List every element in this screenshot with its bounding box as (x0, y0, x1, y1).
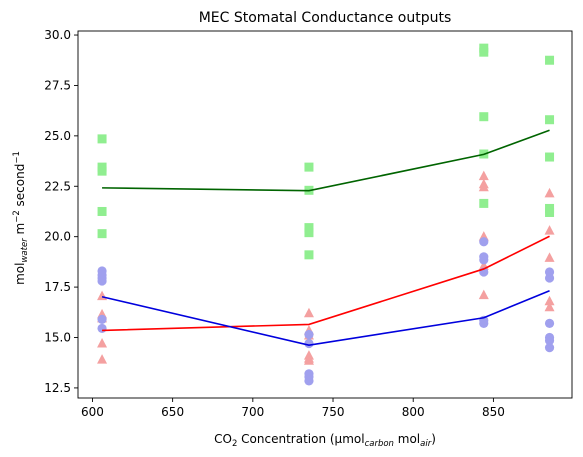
data-point-s1-11 (478, 170, 489, 181)
data-point-s1-10 (303, 355, 314, 365)
data-point-s1-20 (544, 295, 555, 306)
data-point-s0-17 (545, 152, 555, 162)
plot-frame (77, 30, 573, 399)
x-tick-label-2: 700 (241, 405, 264, 419)
x-tick-label-4: 800 (402, 405, 425, 419)
data-point-s0-9 (304, 250, 314, 260)
series-line-0 (102, 129, 550, 192)
data-point-s2-7 (304, 338, 314, 349)
data-point-s1-13 (478, 181, 489, 192)
x-axis-label: CO2 Concentration (μmolcarbon molair) (214, 432, 436, 449)
data-point-s2-16 (479, 318, 489, 328)
y-tick-label-5: 25.0 (44, 129, 71, 143)
data-point-s2-18 (544, 273, 555, 283)
data-point-s2-10 (304, 376, 314, 386)
y-tick-label-6: 27.5 (44, 78, 71, 92)
data-point-s1-19 (544, 252, 555, 262)
data-point-s2-3 (97, 276, 107, 286)
y-tick-label-1: 15.0 (44, 331, 71, 345)
plot-area (97, 43, 555, 386)
data-point-s0-4 (97, 229, 107, 239)
data-point-s0-16 (545, 115, 555, 125)
data-point-s1-4 (97, 354, 108, 364)
y-axis-label: molwater m−2 second−1 (12, 151, 30, 285)
x-tick-label-0: 600 (81, 405, 104, 419)
data-point-s0-7 (304, 223, 314, 233)
data-point-s2-21 (544, 335, 555, 346)
y-tick-label-3: 20.0 (44, 230, 71, 244)
y-tick-label-4: 22.5 (44, 179, 71, 193)
data-point-s0-8 (304, 228, 314, 238)
data-point-s0-19 (545, 207, 555, 217)
x-tick-label-3: 750 (322, 405, 345, 419)
data-point-s1-18 (544, 225, 555, 235)
data-point-s2-5 (97, 323, 107, 334)
data-point-s2-22 (544, 342, 555, 353)
y-tick-label-7: 30.0 (44, 28, 71, 42)
data-point-s0-15 (545, 55, 555, 65)
data-point-s1-16 (478, 289, 489, 300)
data-point-s1-21 (544, 301, 555, 312)
data-point-s2-19 (544, 318, 555, 328)
data-point-s2-6 (304, 329, 314, 340)
data-point-s1-17 (544, 187, 555, 198)
x-tick-label-5: 850 (482, 405, 505, 419)
series-line-1 (102, 235, 550, 332)
data-point-s0-3 (97, 206, 107, 216)
data-point-s1-3 (97, 338, 108, 348)
y-tick-label-0: 12.5 (44, 381, 71, 395)
data-point-s2-13 (479, 255, 489, 265)
x-tick-label-1: 650 (161, 405, 184, 419)
data-point-s0-14 (479, 198, 489, 208)
chart-title: MEC Stomatal Conductance outputs (199, 10, 452, 26)
data-point-s2-4 (97, 314, 107, 324)
data-point-s0-12 (479, 112, 489, 122)
data-point-s1-0 (97, 290, 108, 301)
data-point-s2-11 (479, 237, 489, 247)
data-point-s0-11 (479, 47, 489, 57)
data-point-s0-5 (304, 162, 314, 172)
series-line-2 (101, 289, 550, 346)
y-tick-label-2: 17.5 (44, 280, 71, 294)
data-point-s1-5 (303, 307, 314, 318)
data-point-s0-0 (97, 134, 107, 144)
data-point-s0-2 (97, 166, 107, 176)
axes: 600 650 700 750 800 850 12.5 15.0 17.5 20.0 22.5 25… (44, 28, 573, 419)
